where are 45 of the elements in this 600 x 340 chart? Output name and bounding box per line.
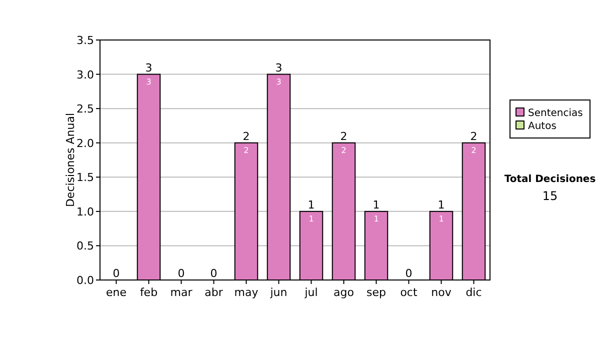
x-tick-label: dic — [466, 286, 482, 299]
x-tick-label: jun — [269, 286, 288, 299]
x-tick-label: may — [234, 286, 259, 299]
total-label: 2 — [242, 130, 250, 143]
total-label: 3 — [145, 61, 152, 74]
text: 15 — [542, 189, 558, 203]
total-label: 0 — [210, 267, 218, 280]
data-label: 1 — [374, 214, 379, 224]
total-label: 2 — [340, 130, 348, 143]
x-tick-label: sep — [366, 286, 386, 299]
y-tick-label: 0.5 — [76, 240, 94, 253]
data-label: 1 — [438, 214, 444, 224]
y-tick-label: 3.0 — [76, 68, 94, 82]
text: Total Decisiones — [504, 174, 596, 185]
total-label: 2 — [470, 130, 478, 143]
y-tick-label: 1.0 — [76, 205, 94, 218]
y-axis-title: Decisiones Anual — [64, 112, 77, 208]
x-tick-label: ago — [334, 286, 354, 299]
total-label: 1 — [308, 198, 315, 212]
y-tick-label: 3.5 — [76, 34, 94, 47]
data-label: 2 — [471, 146, 476, 155]
x-tick-label: mar — [170, 286, 193, 299]
total-label: 0 — [112, 267, 120, 280]
data-label: 3 — [276, 77, 282, 86]
x-tick-label: ene — [106, 286, 127, 299]
x-tick-label: jul — [304, 286, 318, 299]
y-tick-label: 1.5 — [76, 171, 94, 184]
data-label: 2 — [341, 146, 346, 155]
data-label: 1 — [308, 214, 314, 224]
x-tick-label: feb — [140, 286, 158, 299]
legend-label: Autos — [528, 121, 556, 132]
data-label: 2 — [244, 146, 249, 155]
total-label: 1 — [438, 198, 445, 212]
y-tick-label: 2.0 — [76, 136, 94, 150]
data-label: 3 — [146, 77, 152, 86]
total-label: 1 — [372, 198, 380, 212]
y-tick-label: 0.0 — [76, 274, 94, 287]
legend-label: Sentencias — [528, 108, 583, 119]
total-label: 0 — [405, 267, 412, 280]
x-tick-label: nov — [431, 286, 452, 299]
total-label: 3 — [275, 61, 282, 74]
x-tick-label: abr — [204, 286, 224, 299]
y-tick-label: 2.5 — [76, 102, 94, 116]
total-label: 0 — [178, 267, 185, 280]
x-tick-label: oct — [400, 286, 418, 299]
